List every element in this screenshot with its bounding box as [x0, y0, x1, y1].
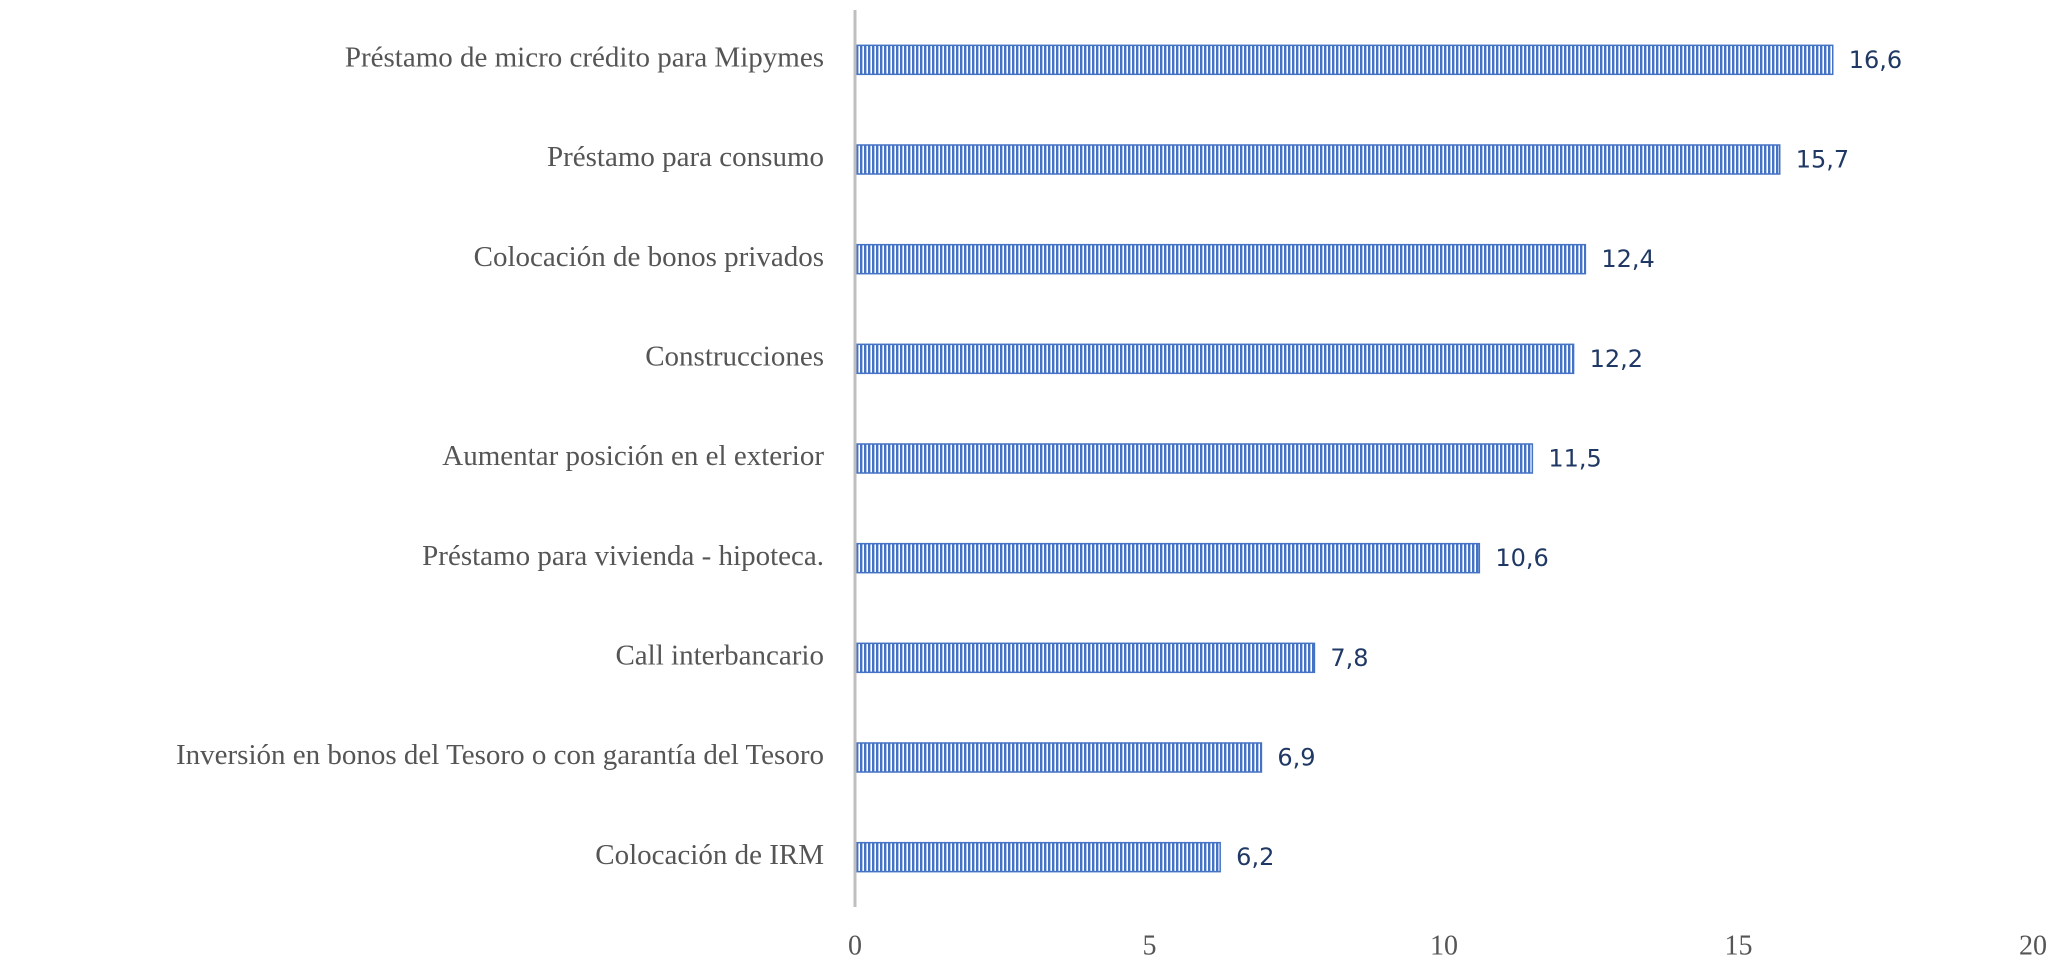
bar [854, 144, 1781, 175]
data-label: 12,2 [1590, 345, 1643, 373]
y-tick-label: Aumentar posición en el exterior [442, 440, 824, 472]
y-tick-label: Préstamo para vivienda - hipoteca. [422, 540, 824, 572]
data-label: 11,5 [1548, 445, 1601, 473]
y-tick-label: Préstamo de micro crédito para Mipymes [345, 41, 824, 73]
data-label: 12,4 [1601, 245, 1654, 273]
x-tick-label: 5 [1143, 930, 1157, 961]
x-tick-label: 0 [848, 930, 862, 961]
bar [854, 343, 1575, 375]
data-label: 16,6 [1849, 46, 1902, 74]
bar [854, 642, 1316, 674]
bar [854, 443, 1534, 474]
bar [854, 542, 1481, 574]
y-tick-label: Colocación de bonos privados [474, 241, 824, 273]
data-label: 6,9 [1277, 744, 1315, 772]
y-tick-label: Call interbancario [615, 639, 824, 671]
data-label: 15,7 [1796, 146, 1849, 174]
data-label: 10,6 [1495, 544, 1548, 572]
data-label: 7,8 [1330, 644, 1368, 672]
data-label: 6,2 [1236, 843, 1274, 871]
y-tick-label: Colocación de IRM [595, 839, 824, 871]
bar [854, 841, 1221, 873]
x-tick-label: 15 [1725, 930, 1753, 961]
x-tick-label: 20 [2019, 930, 2047, 961]
x-tick-label: 10 [1430, 930, 1458, 961]
bar [854, 44, 1834, 76]
bar [854, 243, 1587, 275]
y-tick-label: Construcciones [645, 340, 824, 372]
y-tick-label: Préstamo para consumo [547, 141, 824, 173]
bar [854, 742, 1263, 773]
y-tick-label: Inversión en bonos del Tesoro o con gara… [176, 739, 824, 771]
